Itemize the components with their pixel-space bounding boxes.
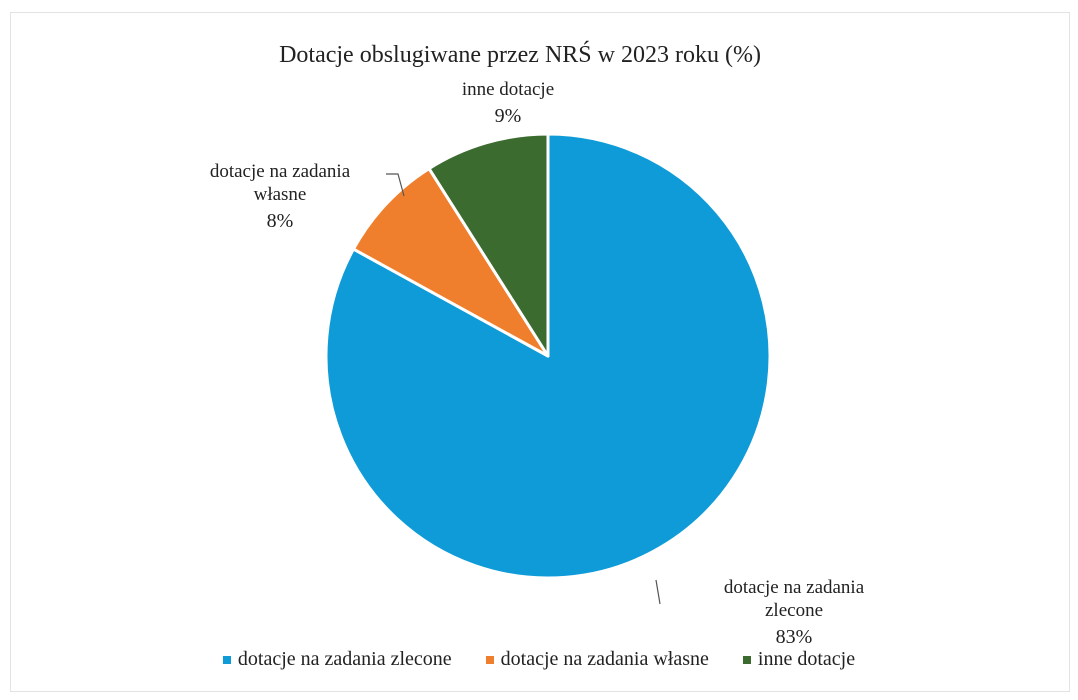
legend-label-inne: inne dotacje (757, 648, 856, 670)
chart-legend: dotacje na zadania zlecone dotacje na za… (0, 648, 1078, 671)
legend-swatch-wlasne (485, 655, 494, 664)
label-wlasne-line2: własne (253, 184, 307, 205)
legend-item-wlasne: dotacje na zadania własne (485, 648, 709, 671)
slice-inne (427, 132, 550, 358)
label-wlasne-pct: 8% (266, 210, 294, 232)
label-zlecone-pct: 83% (775, 626, 813, 648)
label-wlasne-line1: dotacje na zadania (209, 161, 351, 182)
legend-swatch-zlecone (222, 655, 231, 664)
legend-label-zlecone: dotacje na zadania zlecone (237, 648, 452, 670)
chart-frame (10, 12, 1070, 692)
slice-zlecone (324, 132, 772, 580)
legend-label-wlasne: dotacje na zadania własne (500, 648, 709, 670)
leader-line-zlecone (655, 579, 661, 605)
chart-title: Dotacje obslugiwane przez NRŚ w 2023 rok… (279, 42, 761, 68)
label-inne-name: inne dotacje (461, 79, 555, 100)
label-inne-pct: 9% (494, 105, 522, 127)
label-wlasne: dotacje na zadania własne 8% (180, 160, 380, 233)
label-zlecone-line2: zlecone (764, 600, 823, 621)
leader-line-wlasne (386, 173, 405, 197)
label-zlecone: dotacje na zadania zlecone 83% (694, 576, 894, 649)
legend-swatch-inne (742, 655, 751, 664)
label-inne: inne dotacje 9% (428, 78, 588, 128)
legend-item-zlecone: dotacje na zadania zlecone (222, 648, 452, 671)
label-zlecone-line1: dotacje na zadania (723, 577, 865, 598)
slice-wlasne (351, 167, 550, 358)
legend-item-inne: inne dotacje (742, 648, 856, 671)
